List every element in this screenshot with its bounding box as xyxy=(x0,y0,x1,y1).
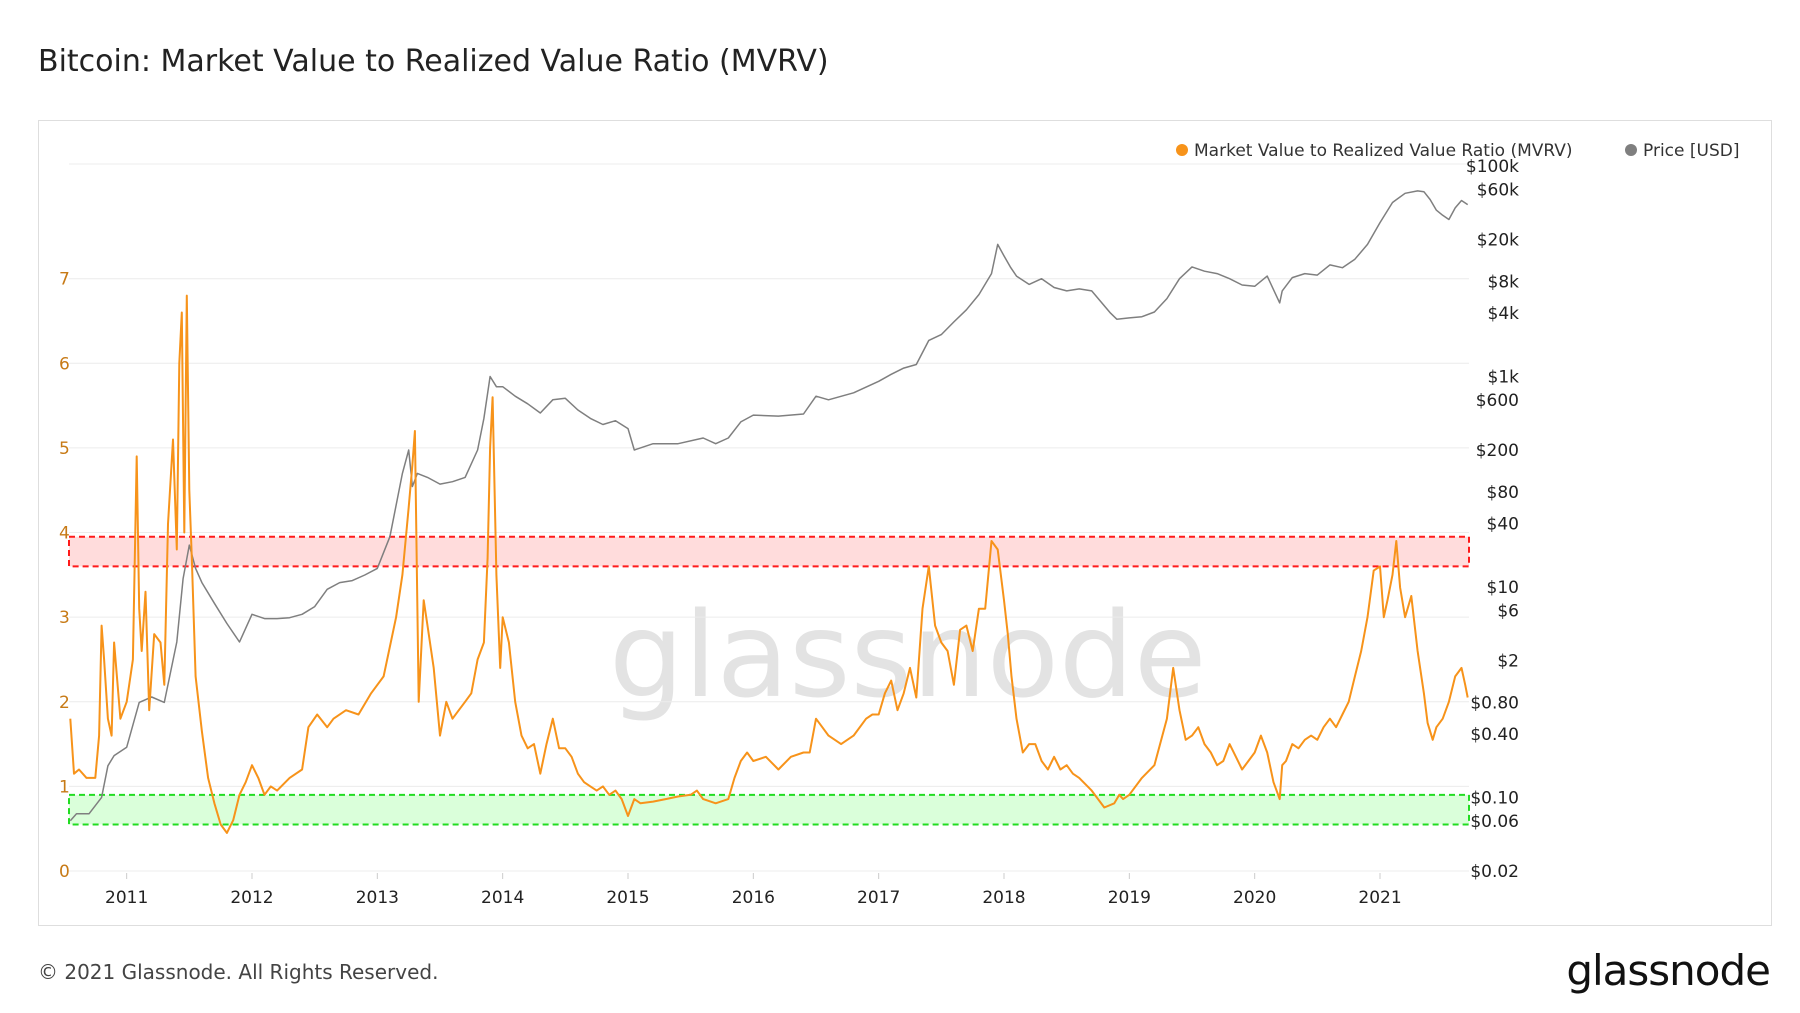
price-series-line xyxy=(69,190,1469,822)
x-tick-label: 2016 xyxy=(732,888,775,908)
brand-logo: glassnode xyxy=(1566,946,1771,995)
chart-frame: glassnode 0 1 2 3 4 5 6 7 $0.02 $0.06 $0.10 $0.40 $0… xyxy=(38,120,1772,926)
y-left-tick-label: 6 xyxy=(59,354,70,374)
watermark: glassnode xyxy=(609,586,1206,724)
bands xyxy=(68,535,1470,826)
legend-label-mvrv[interactable]: Market Value to Realized Value Ratio (MV… xyxy=(1194,141,1573,161)
mvrv-series-line xyxy=(69,294,1469,834)
grid xyxy=(69,163,1469,872)
x-tick-label: 2018 xyxy=(982,888,1025,908)
page-title: Bitcoin: Market Value to Realized Value … xyxy=(38,44,829,79)
x-tick-label: 2012 xyxy=(230,888,273,908)
y-right-tick-label: $4k xyxy=(1488,304,1520,324)
y-right-tick-label: $0.40 xyxy=(1470,725,1519,745)
y-right-tick-label: $0.10 xyxy=(1470,788,1519,808)
y-left-tick-label: 0 xyxy=(59,862,70,882)
y-left-tick-label: 3 xyxy=(59,608,70,628)
x-tick-label: 2015 xyxy=(606,888,649,908)
y-right-tick-label: $20k xyxy=(1477,231,1519,251)
y-left-tick-label: 2 xyxy=(59,693,70,713)
y-right-tick-label: $80 xyxy=(1487,483,1519,503)
y-left-tick-label: 4 xyxy=(59,524,70,544)
y-right-tick-label: $100k xyxy=(1466,157,1519,177)
overvalued-zone xyxy=(68,535,1470,568)
mvrv-chart: glassnode 0 1 2 3 4 5 6 7 $0.02 $0.06 $0.10 $0.40 $0… xyxy=(59,141,1739,908)
legend-label-price[interactable]: Price [USD] xyxy=(1643,141,1739,161)
x-tick-label: 2021 xyxy=(1358,888,1401,908)
legend[interactable]: Market Value to Realized Value Ratio (MV… xyxy=(1176,141,1739,161)
y-left-tick-label: 7 xyxy=(59,270,70,290)
y-left-tick-label: 1 xyxy=(59,777,70,797)
series xyxy=(69,190,1469,834)
footer-copyright: © 2021 Glassnode. All Rights Reserved. xyxy=(38,960,439,984)
y-right-tick-label: $600 xyxy=(1476,391,1519,411)
x-tick-label: 2013 xyxy=(356,888,399,908)
x-tick-label: 2019 xyxy=(1108,888,1151,908)
legend-marker-price xyxy=(1625,144,1637,156)
y-right-tick-label: $200 xyxy=(1476,441,1519,461)
y-right-tick-label: $6 xyxy=(1497,601,1519,621)
y-right-tick-label: $40 xyxy=(1487,515,1519,535)
y-right-tick-label: $0.02 xyxy=(1470,862,1519,882)
x-tick-label: 2011 xyxy=(105,888,148,908)
x-tick-label: 2017 xyxy=(857,888,900,908)
axes: 0 1 2 3 4 5 6 7 $0.02 $0.06 $0.10 $0.40 $0.80 $2 $6 $10… xyxy=(59,157,1519,908)
x-tick-label: 2020 xyxy=(1233,888,1276,908)
y-right-tick-label: $60k xyxy=(1477,180,1519,200)
y-right-tick-label: $8k xyxy=(1488,272,1520,292)
y-right-tick-label: $1k xyxy=(1488,367,1520,387)
y-right-tick-label: $2 xyxy=(1497,652,1519,672)
y-right-tick-label: $0.06 xyxy=(1470,812,1519,832)
undervalued-zone xyxy=(68,793,1470,826)
x-tick-label: 2014 xyxy=(481,888,524,908)
y-left-tick-label: 5 xyxy=(59,439,70,459)
y-right-tick-label: $0.80 xyxy=(1470,693,1519,713)
legend-marker-mvrv xyxy=(1176,144,1188,156)
y-right-tick-label: $10 xyxy=(1487,578,1519,598)
